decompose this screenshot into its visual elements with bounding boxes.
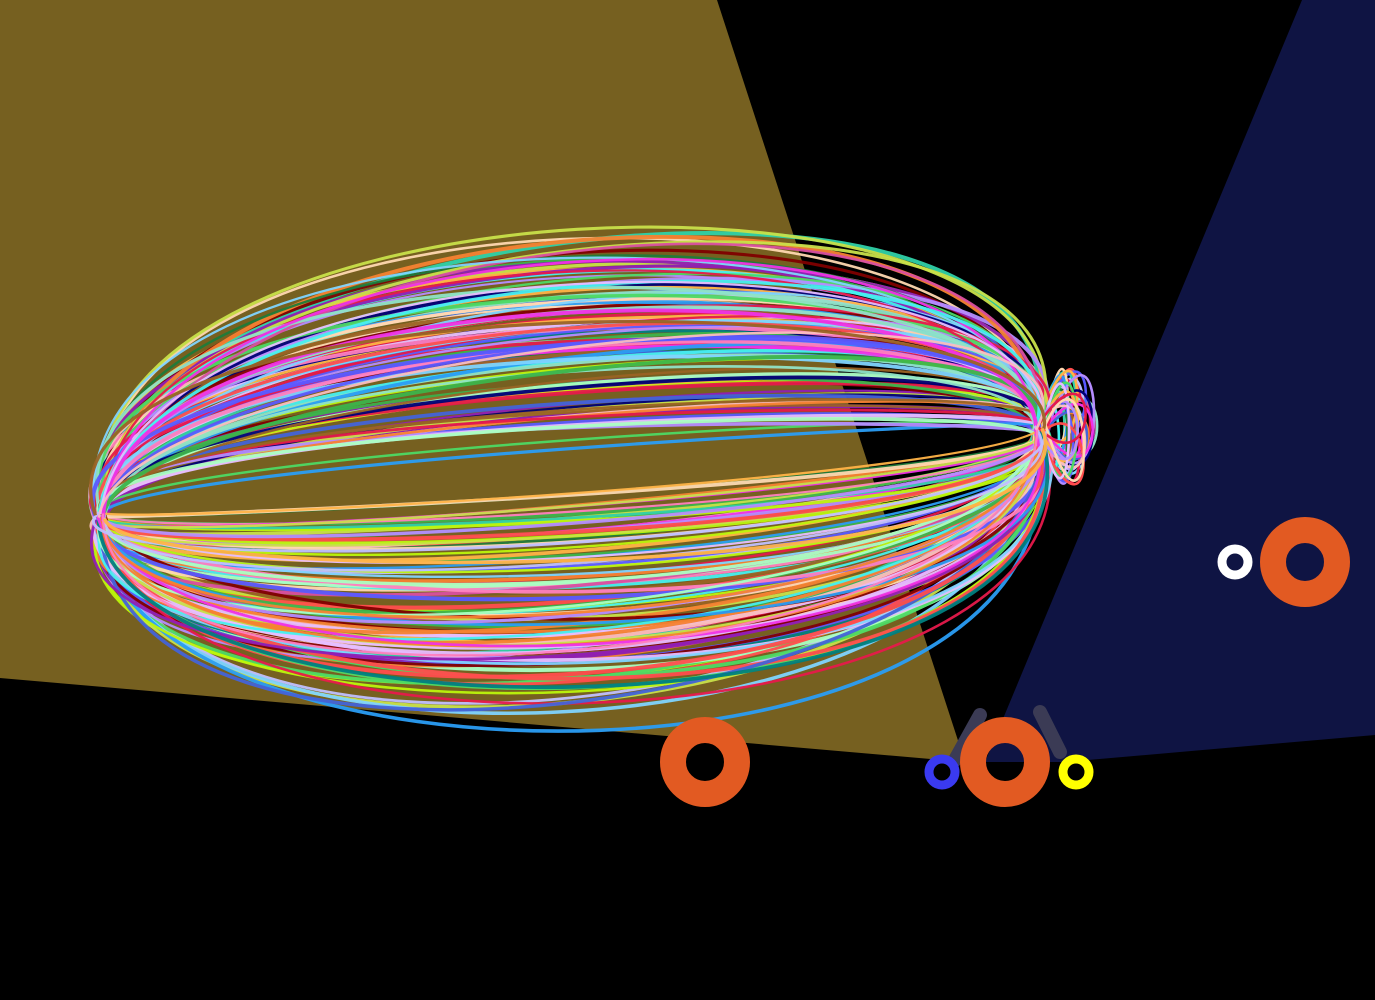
blue-ring-marker[interactable] xyxy=(924,754,960,790)
connector-bar xyxy=(1033,705,1067,759)
trajectory-curve xyxy=(98,427,1042,587)
trajectory-loop xyxy=(1044,397,1086,482)
trajectory-curve xyxy=(97,331,1045,518)
trajectory-curve xyxy=(100,431,1044,539)
trajectory-loop xyxy=(1040,382,1071,480)
trajectory-curve xyxy=(99,280,1046,515)
trajectory-curve xyxy=(101,257,1037,515)
trajectory-curve xyxy=(98,421,1054,517)
trajectory-curve xyxy=(103,431,1044,621)
trajectory-curve xyxy=(94,404,1037,515)
trajectory-curve xyxy=(97,279,1041,514)
trajectory-curve xyxy=(97,341,1043,515)
trajectory-curve xyxy=(95,354,1042,516)
yellow-ring-marker[interactable] xyxy=(1058,754,1094,790)
trajectory-curve xyxy=(96,428,1050,689)
trajectory-curve xyxy=(102,427,1048,565)
trajectory-bundle xyxy=(88,225,1099,733)
trajectory-curve xyxy=(98,429,1049,627)
trajectory-curve xyxy=(103,269,1040,519)
trajectory-curve xyxy=(99,434,1036,526)
trajectory-curve xyxy=(102,354,1040,513)
trajectory-curve xyxy=(101,427,1039,657)
trajectory-curve xyxy=(101,430,1046,602)
trajectory-curve xyxy=(92,431,1047,553)
trajectory-curve xyxy=(97,435,1037,617)
trajectory-curve xyxy=(98,431,1047,542)
trajectory-curve xyxy=(101,433,1047,619)
trajectory-curve xyxy=(101,434,1042,529)
trajectory-loop xyxy=(1036,392,1087,444)
trajectory-curve xyxy=(102,423,1047,516)
trajectory-curve xyxy=(99,375,1048,516)
trajectory-loop xyxy=(1042,410,1089,461)
orange-ring-marker[interactable] xyxy=(660,717,750,807)
orange-ring-marker[interactable] xyxy=(1260,517,1350,607)
trajectory-curve xyxy=(97,435,1038,641)
orange-ring-marker[interactable] xyxy=(960,717,1050,807)
white-ring-marker[interactable] xyxy=(1217,544,1253,580)
trajectory-curve xyxy=(90,435,1049,661)
markers xyxy=(660,517,1350,807)
trajectory-curve xyxy=(96,417,1038,517)
trajectory-curve xyxy=(89,319,1046,516)
trajectory-curve xyxy=(95,434,1041,648)
